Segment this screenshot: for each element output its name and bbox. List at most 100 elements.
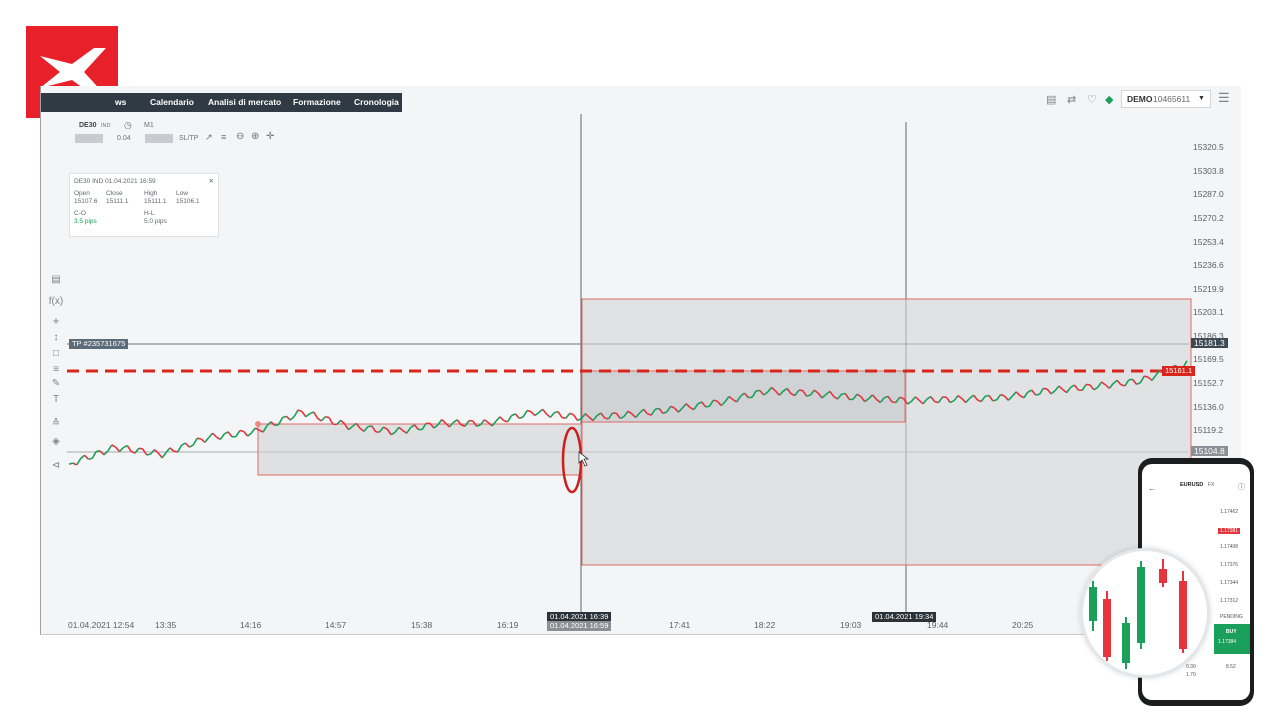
- clock-icon[interactable]: ◷: [124, 120, 132, 130]
- price-segment: [138, 447, 143, 450]
- magnified-candles: [1080, 548, 1210, 678]
- price-segment: [782, 387, 788, 392]
- menu-icon[interactable]: ☰: [1218, 90, 1230, 105]
- price-segment: [996, 394, 1002, 401]
- sl-tp-button[interactable]: SL/TP: [179, 135, 199, 142]
- dollar-transfer-icon[interactable]: ⇄: [1067, 94, 1077, 106]
- current-price-tag: 15161.1: [1162, 366, 1196, 376]
- text-icon[interactable]: T: [52, 394, 60, 405]
- price-segment: [371, 425, 377, 433]
- price-segment: [627, 410, 633, 415]
- nav-calendario[interactable]: Calendario: [150, 97, 194, 107]
- price-segment: [250, 427, 256, 434]
- price-segment: [1073, 384, 1079, 391]
- layers-icon[interactable]: ◈: [52, 436, 60, 447]
- layout-icon[interactable]: ▤: [1046, 94, 1057, 106]
- x-tick: 16:19: [497, 620, 519, 630]
- zoom-out-icon[interactable]: ⊖: [236, 131, 245, 142]
- small-range-rectangle[interactable]: [581, 370, 906, 423]
- timeframe-select[interactable]: M1: [144, 122, 154, 129]
- nav-formazione[interactable]: Formazione: [293, 97, 341, 107]
- crosshair-icon[interactable]: +: [52, 314, 60, 328]
- price-segment: [499, 416, 505, 422]
- phone-stat: 8.52: [1226, 664, 1236, 670]
- price-segment: [72, 462, 78, 466]
- pencil-icon[interactable]: ✎: [51, 378, 61, 389]
- trend-tool-icon[interactable]: ↗: [205, 132, 213, 142]
- phone-price-level: 1.17376: [1220, 562, 1239, 568]
- price-segment: [142, 448, 148, 456]
- nav-cronologia[interactable]: Cronologia: [354, 97, 399, 107]
- price-segment: [786, 388, 792, 395]
- price-segment: [864, 398, 870, 403]
- price-segment: [1062, 388, 1068, 394]
- volume-input[interactable]: 0.04: [117, 135, 131, 142]
- price-segment: [759, 390, 765, 396]
- price-segment: [681, 403, 687, 409]
- price-segment: [247, 432, 252, 437]
- bar-type-icon[interactable]: ≡: [221, 132, 227, 142]
- price-segment: [181, 442, 186, 446]
- price-segment: [740, 392, 745, 397]
- price-segment: [693, 403, 699, 411]
- price-segment: [1054, 385, 1060, 392]
- share-icon[interactable]: ⊲: [51, 460, 61, 471]
- account-selector[interactable]: DEMO 10465611 ▼: [1121, 90, 1211, 108]
- price-segment: [107, 444, 113, 452]
- fib-icon[interactable]: ≡: [53, 364, 59, 375]
- tp-tag[interactable]: TP #235731675: [69, 339, 129, 349]
- price-segment: [503, 419, 508, 423]
- fx-icon[interactable]: f(x): [48, 296, 64, 307]
- phone-buy-button[interactable]: BUY 1.17384: [1214, 624, 1250, 654]
- price-segment: [258, 429, 264, 433]
- zoom-in-icon[interactable]: ⊕: [251, 131, 260, 142]
- chart-symbol[interactable]: DE30: [79, 122, 97, 129]
- account-type: DEMO: [1127, 94, 1153, 104]
- chevron-down-icon[interactable]: ▼: [1198, 95, 1205, 102]
- buy-volume-box[interactable]: [145, 134, 173, 143]
- x-tick: 19:03: [840, 620, 862, 630]
- bell-icon[interactable]: ♡: [1087, 94, 1097, 106]
- price-chart[interactable]: [41, 86, 1241, 634]
- price-segment: [204, 437, 210, 443]
- price-segment: [1155, 369, 1161, 376]
- price-segment: [1023, 391, 1029, 399]
- price-segment: [68, 462, 74, 465]
- price-segment: [472, 420, 478, 427]
- indicators-icon[interactable]: ▤: [51, 274, 61, 285]
- price-segment: [99, 450, 105, 456]
- trend-icon[interactable]: ≙: [51, 418, 61, 429]
- price-segment: [918, 399, 924, 405]
- left-range-rectangle[interactable]: [257, 423, 583, 476]
- phone-price-level: 1.17408: [1220, 544, 1239, 550]
- price-segment: [619, 415, 625, 420]
- sell-volume-box[interactable]: [75, 134, 103, 143]
- rectangle-icon[interactable]: □: [52, 348, 60, 359]
- nav-news[interactable]: ws: [115, 97, 127, 107]
- price-segment: [554, 410, 559, 414]
- price-segment: [662, 411, 668, 415]
- large-range-rectangle[interactable]: [581, 298, 1192, 566]
- price-segment: [592, 415, 598, 422]
- nav-analisi-di-mercato[interactable]: Analisi di mercato: [208, 97, 282, 107]
- close-value: 15111.1: [106, 198, 129, 205]
- price-segment: [111, 444, 116, 448]
- x-tick: 14:57: [325, 620, 347, 630]
- price-segment: [530, 411, 536, 417]
- price-segment: [654, 407, 660, 411]
- price-segment: [934, 400, 939, 404]
- price-segment: [177, 444, 183, 453]
- price-segment: [713, 399, 718, 402]
- back-arrow-icon[interactable]: ←: [1148, 484, 1156, 493]
- crosshair-tool-icon[interactable]: ✛: [266, 131, 275, 142]
- rectangle-handle[interactable]: [255, 421, 261, 427]
- info-icon[interactable]: ⓘ: [1238, 484, 1245, 491]
- line-tool-icon[interactable]: ↕: [53, 332, 59, 343]
- price-segment: [736, 395, 742, 403]
- diamond-icon[interactable]: ◆: [1105, 94, 1114, 106]
- y-tick: 15303.8: [1193, 166, 1224, 176]
- close-icon[interactable]: ✕: [208, 178, 214, 185]
- price-segment: [519, 416, 524, 420]
- price-segment: [491, 420, 497, 427]
- price-segment: [588, 416, 594, 422]
